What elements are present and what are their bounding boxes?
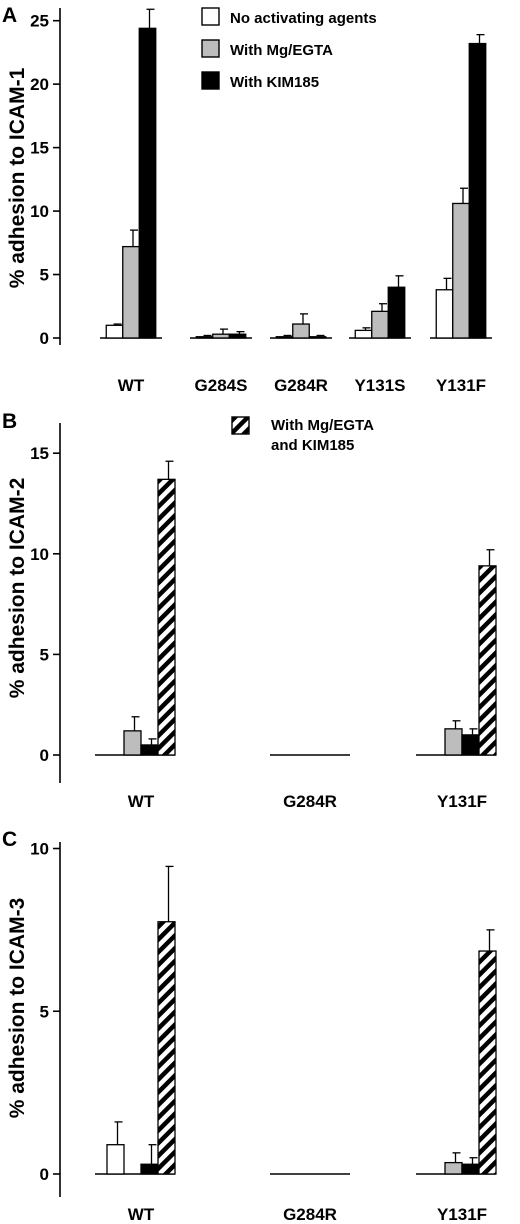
legend-label-both-line1: With Mg/EGTA bbox=[271, 417, 374, 434]
legend-swatch-mg bbox=[201, 39, 220, 58]
legend-label-both-line2: and KIM185 bbox=[271, 437, 354, 454]
category-label: G284R bbox=[283, 1205, 337, 1224]
y-tick-label: 10 bbox=[30, 202, 49, 221]
panel-a-plot: 0 5 10 15 20 25 WT G284S G284R Y131S Y131F bbox=[30, 8, 492, 395]
bar-kim bbox=[140, 744, 159, 756]
panel-a-legend: No activating agents With Mg/EGTA With K… bbox=[201, 7, 377, 91]
bar-none bbox=[105, 324, 124, 339]
category-label: Y131S bbox=[354, 376, 405, 395]
bar-mg bbox=[444, 1161, 463, 1175]
category-label: G284R bbox=[274, 376, 328, 395]
bar-mg bbox=[371, 310, 389, 339]
bar-both bbox=[157, 478, 176, 756]
panel-a-ylabel: % adhesion to ICAM-1 bbox=[6, 67, 29, 288]
panel-a: A % adhesion to ICAM-1 0 5 10 15 20 25 WT G284S… bbox=[2, 4, 492, 395]
bar-both bbox=[478, 565, 497, 756]
legend-swatch-both bbox=[231, 416, 250, 435]
panel-b-ylabel: % adhesion to ICAM-2 bbox=[6, 478, 29, 699]
bar-kim bbox=[140, 1163, 159, 1175]
legend-swatch-kim bbox=[201, 71, 220, 90]
bar-mg bbox=[292, 323, 310, 339]
bar-mg bbox=[444, 728, 463, 756]
y-tick-label: 10 bbox=[30, 840, 49, 859]
y-tick-label: 20 bbox=[30, 75, 49, 94]
bar-both bbox=[157, 921, 176, 1175]
y-tick-label: 25 bbox=[30, 12, 49, 31]
category-label: WT bbox=[118, 376, 145, 395]
bar-kim bbox=[461, 734, 480, 756]
legend-label-mg: With Mg/EGTA bbox=[230, 42, 333, 59]
bar-kim bbox=[461, 1163, 480, 1175]
legend-label-none: No activating agents bbox=[230, 10, 377, 27]
panel-b-letter: B bbox=[2, 410, 17, 433]
bar-none bbox=[106, 1144, 125, 1175]
category-label: WT bbox=[128, 1205, 155, 1224]
panel-c-letter: C bbox=[2, 828, 17, 851]
category-label: G284S bbox=[195, 376, 248, 395]
category-label: G284R bbox=[283, 792, 337, 811]
panel-a-letter: A bbox=[2, 4, 17, 27]
bar-none bbox=[354, 329, 373, 339]
legend-swatch-none bbox=[201, 7, 220, 26]
bar-mg bbox=[212, 333, 230, 339]
y-tick-label: 15 bbox=[30, 444, 49, 463]
panel-c-ylabel: % adhesion to ICAM-3 bbox=[6, 898, 29, 1119]
panel-b: B % adhesion to ICAM-2 0 5 10 15 WT G284R Y131… bbox=[2, 410, 497, 811]
bar-none bbox=[435, 289, 454, 339]
bar-kim bbox=[468, 42, 487, 339]
bar-none bbox=[275, 336, 294, 339]
panel-c-plot: 0 5 10 WT G284R Y131F bbox=[30, 840, 497, 1224]
bar-none bbox=[195, 336, 214, 339]
category-label: Y131F bbox=[437, 1205, 487, 1224]
bar-both bbox=[478, 950, 497, 1175]
legend-label-kim: With KIM185 bbox=[230, 74, 319, 91]
panel-b-legend: With Mg/EGTA and KIM185 bbox=[231, 416, 374, 454]
y-tick-label: 0 bbox=[40, 746, 49, 765]
panel-b-plot: 0 5 10 15 WT G284R Y131F bbox=[30, 423, 497, 811]
y-tick-label: 5 bbox=[40, 645, 49, 664]
y-tick-label: 10 bbox=[30, 545, 49, 564]
y-tick-label: 0 bbox=[40, 329, 49, 348]
category-label: WT bbox=[128, 792, 155, 811]
panel-c: C % adhesion to ICAM-3 0 5 10 WT G284R Y131F bbox=[2, 828, 497, 1224]
category-label: Y131F bbox=[436, 376, 486, 395]
bar-mg bbox=[123, 730, 142, 756]
bar-kim bbox=[138, 27, 157, 339]
bar-kim bbox=[308, 336, 327, 339]
y-tick-label: 15 bbox=[30, 139, 49, 158]
bar-mg bbox=[122, 245, 140, 339]
bar-kim bbox=[387, 286, 406, 339]
y-tick-label: 5 bbox=[40, 266, 49, 285]
y-tick-label: 5 bbox=[40, 1002, 49, 1021]
bar-mg bbox=[452, 202, 470, 339]
category-label: Y131F bbox=[437, 792, 487, 811]
bar-kim bbox=[228, 333, 247, 339]
y-tick-label: 0 bbox=[40, 1165, 49, 1184]
